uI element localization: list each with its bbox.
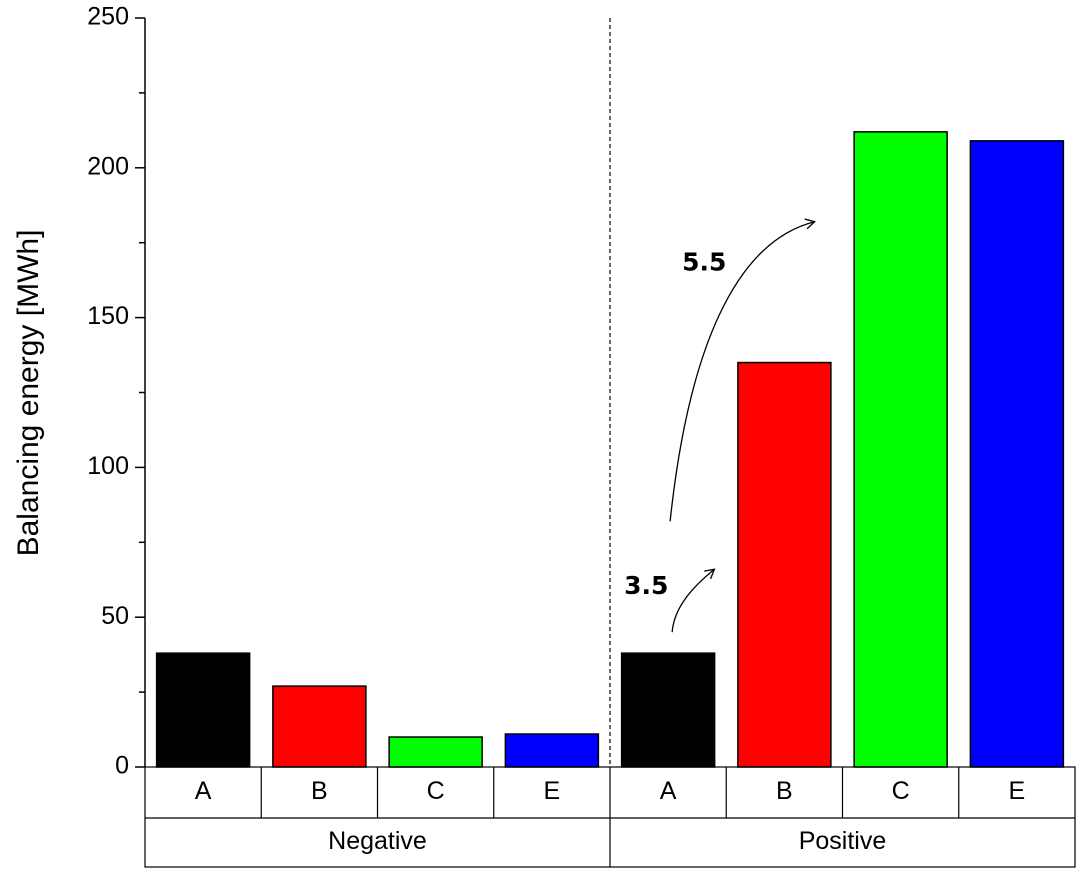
y-tick-label: 250 [87,3,129,31]
annotations-layer: 3.5 5.5 [624,218,816,633]
x-category-label: A [195,777,212,805]
bar-positive-c [853,131,948,768]
category-table: A B C E Negative A B C E Positive [144,766,1076,868]
y-tick-label: 50 [101,602,129,630]
y-tick-label: 0 [115,752,129,780]
bar-negative-c [388,736,483,768]
y-axis-title: Balancing energy [MWh] [12,230,45,557]
x-category-label: E [1009,777,1026,805]
bar-negative-e [504,733,600,768]
annotation-label: 5.5 [682,248,726,277]
annotation-label: 3.5 [624,571,668,600]
x-group-label: Positive [799,827,887,855]
x-category-label: E [544,777,561,805]
x-category-label: C [427,777,445,805]
y-tick-label: 200 [87,152,129,180]
bar-negative-b [272,685,367,768]
x-group-label: Negative [328,827,427,855]
bar-positive-a [620,652,716,768]
y-axis: 0 50 100 150 200 250 [87,3,611,780]
bar-positive-e [969,140,1065,768]
y-tick-label: 100 [87,452,129,480]
bar-negative-a [155,652,251,768]
y-tick-label: 150 [87,302,129,330]
bars-layer [155,131,1065,768]
x-category-label: B [311,777,328,805]
x-category-label: A [660,777,677,805]
x-category-label: C [892,777,910,805]
bar-positive-b [737,361,832,768]
annotation-arrow-a-to-c [669,218,816,522]
x-category-label: B [776,777,793,805]
annotation-arrow-a-to-b [671,568,716,633]
